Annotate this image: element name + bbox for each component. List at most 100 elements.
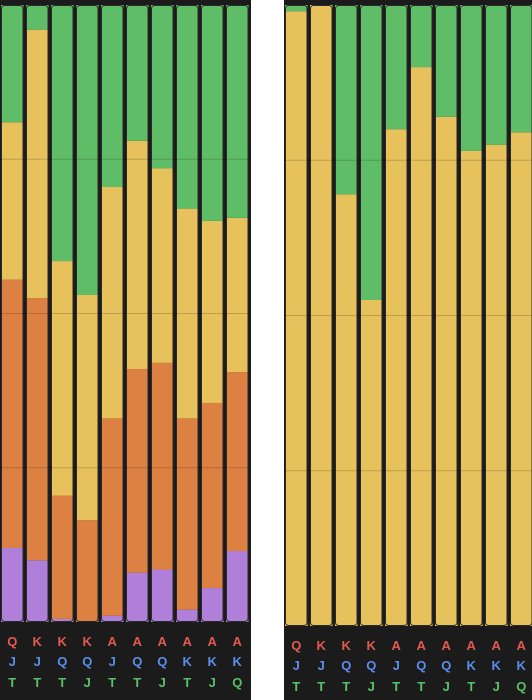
bar-segment-purple: [201, 588, 224, 622]
bar-outline: [76, 5, 99, 622]
tick-label-card2: K: [467, 658, 477, 673]
bar-segment-orange: [226, 372, 249, 552]
bar-segment-yellow: [201, 220, 224, 403]
bar-column: [410, 5, 433, 627]
bar-segment-green: [76, 5, 99, 295]
bar-column: [285, 5, 308, 626]
tick-label-card1: K: [317, 638, 327, 653]
bar-segment-green: [510, 5, 532, 133]
bar-segment-green: [101, 5, 124, 188]
tick-label-card2: J: [393, 658, 400, 673]
tick-label-card3: T: [133, 675, 141, 690]
tick-label-card3: J: [159, 675, 166, 690]
tick-label-card2: Q: [441, 658, 451, 673]
bar-segment-yellow: [51, 261, 74, 496]
tick-label-card1: A: [208, 634, 218, 649]
bar-segment-purple: [51, 618, 74, 622]
tick-label-card3: J: [443, 679, 450, 694]
tick-label-card1: A: [108, 634, 118, 649]
tick-label-card2: Q: [416, 658, 426, 673]
bar-segment-orange: [126, 369, 149, 573]
bar-segment-green: [201, 5, 224, 221]
bar-outline: [510, 5, 532, 626]
tick-label-card1: Q: [7, 634, 17, 649]
bar-segment-green: [176, 5, 199, 209]
tick-label-card3: T: [467, 679, 475, 694]
bar-outline: [101, 5, 124, 622]
bar-segment-green: [1, 5, 24, 123]
bar-outline: [1, 5, 24, 622]
tick-label-card3: T: [58, 675, 66, 690]
bar-outline: [126, 5, 149, 622]
tick-label-card2: Q: [341, 658, 351, 673]
tick-label-card3: J: [368, 679, 375, 694]
bar-segment-yellow: [26, 29, 49, 299]
tick-label-card3: T: [8, 675, 16, 690]
bar-column: [51, 5, 74, 622]
bar-column: [360, 5, 383, 626]
bar-column: [435, 5, 458, 626]
bar-segment-green: [385, 5, 408, 130]
bar-segment-orange: [51, 495, 74, 619]
bar-segment-orange: [201, 402, 224, 589]
bar-segment-yellow: [335, 194, 358, 626]
bar-column: [151, 5, 174, 622]
bar-segment-yellow: [76, 294, 99, 521]
tick-label-card2: Q: [132, 654, 142, 669]
bar-column: [385, 5, 408, 626]
tick-label-card1: K: [342, 638, 352, 653]
bar-column: [510, 5, 532, 626]
label-strip: [284, 628, 532, 700]
bar-outline: [226, 5, 249, 622]
tick-label-card2: Q: [82, 654, 92, 669]
bar-column: [201, 5, 224, 622]
tick-label-card2: K: [517, 658, 527, 673]
bar-outline: [176, 5, 199, 622]
bar-segment-yellow: [435, 116, 458, 626]
tick-label-card2: K: [492, 658, 502, 673]
bar-segment-green: [485, 5, 508, 145]
tick-label-card3: J: [84, 675, 91, 690]
tick-label-card1: A: [492, 638, 502, 653]
bar-segment-yellow: [310, 5, 333, 626]
bar-outline: [435, 5, 458, 626]
bar-outline: [385, 5, 408, 626]
bar-segment-orange: [176, 418, 199, 610]
bar-outline: [285, 5, 308, 626]
bar-segment-green: [360, 5, 383, 300]
bars-group: [285, 5, 532, 627]
bar-segment-green: [151, 5, 174, 169]
bar-segment-orange: [1, 279, 24, 548]
tick-label-card3: T: [417, 679, 425, 694]
bar-segment-yellow: [176, 208, 199, 419]
bar-column: [101, 5, 124, 622]
bar-segment-green: [26, 5, 49, 30]
tick-label-card1: A: [158, 634, 168, 649]
bar-column: [460, 5, 483, 626]
bar-segment-yellow: [410, 67, 433, 627]
bar-segment-green: [435, 5, 458, 117]
tick-label-card3: T: [317, 679, 325, 694]
bar-outline: [151, 5, 174, 622]
tick-label-card2: Q: [57, 654, 67, 669]
bar-segment-green: [126, 5, 149, 141]
bar-column: [26, 5, 49, 622]
bar-segment-green: [51, 5, 74, 262]
tick-label-card3: T: [33, 675, 41, 690]
tick-label-card1: A: [417, 638, 427, 653]
tick-label-card1: A: [183, 634, 193, 649]
bar-segment-purple: [126, 572, 149, 622]
bar-outline: [485, 5, 508, 626]
tick-label-card3: Q: [516, 679, 526, 694]
tick-label-card1: K: [83, 634, 93, 649]
tick-label-card3: Q: [232, 675, 242, 690]
bar-outline: [360, 5, 383, 626]
bar-segment-orange: [101, 418, 124, 616]
tick-label-card2: J: [293, 658, 300, 673]
bar-segment-green: [285, 5, 308, 12]
bar-segment-yellow: [460, 150, 483, 626]
